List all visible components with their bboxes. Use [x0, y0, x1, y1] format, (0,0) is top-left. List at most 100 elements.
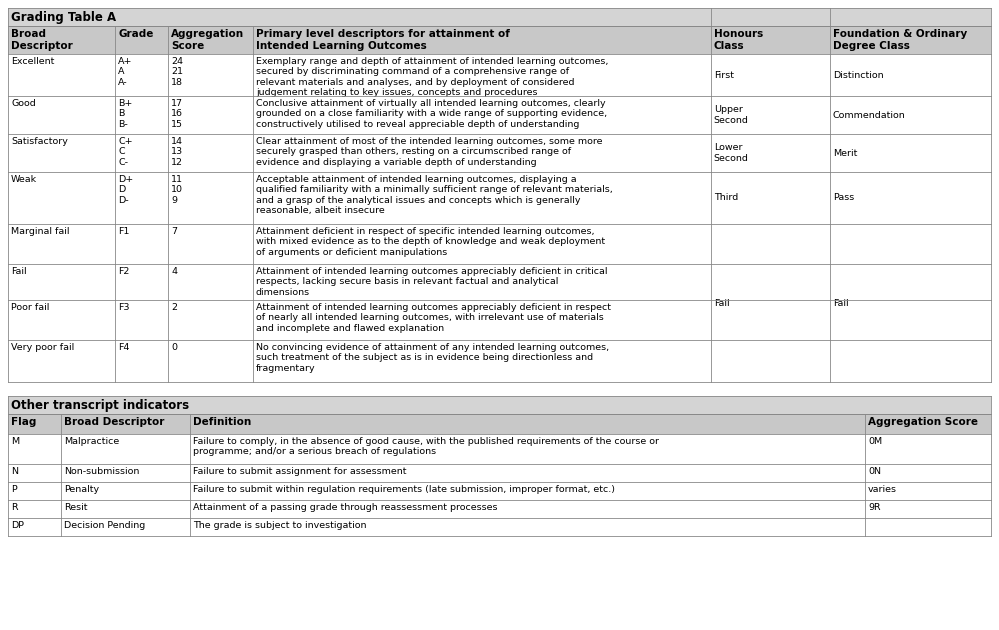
Text: 11
10
9: 11 10 9 — [171, 175, 183, 205]
Text: Primary level descriptors for attainment of
Intended Learning Outcomes: Primary level descriptors for attainment… — [256, 29, 509, 50]
Bar — [830, 340, 991, 382]
Bar — [8, 434, 61, 464]
Text: Commendation: Commendation — [833, 110, 905, 120]
Text: Attainment deficient in respect of specific intended learning outcomes,
with mix: Attainment deficient in respect of speci… — [256, 227, 604, 257]
Text: Fail: Fail — [833, 299, 848, 307]
Bar — [8, 518, 61, 536]
Bar — [830, 26, 991, 54]
Bar — [190, 414, 865, 434]
Text: DP: DP — [11, 521, 24, 530]
Bar — [711, 300, 830, 340]
Bar — [253, 300, 711, 340]
Text: 4: 4 — [171, 267, 177, 276]
Bar — [115, 172, 168, 224]
Bar — [830, 172, 991, 224]
Text: Fail: Fail — [714, 299, 729, 307]
Bar — [253, 340, 711, 382]
Bar — [190, 500, 865, 518]
Text: Foundation & Ordinary
Degree Class: Foundation & Ordinary Degree Class — [833, 29, 967, 50]
Bar — [61, 482, 190, 500]
Bar — [830, 134, 991, 172]
Text: Poor fail: Poor fail — [11, 303, 49, 312]
Text: Decision Pending: Decision Pending — [64, 521, 145, 530]
Bar — [115, 54, 168, 96]
Bar — [865, 518, 991, 536]
Text: Other transcript indicators: Other transcript indicators — [11, 399, 189, 412]
Text: F3: F3 — [118, 303, 130, 312]
Text: Pass: Pass — [833, 193, 854, 202]
Text: M: M — [11, 437, 19, 446]
Bar — [61, 434, 190, 464]
Text: Marginal fail: Marginal fail — [11, 227, 70, 236]
Text: Grade: Grade — [118, 29, 154, 39]
Text: Merit: Merit — [833, 149, 857, 158]
Bar — [8, 8, 991, 26]
Text: C+
C
C-: C+ C C- — [118, 137, 133, 167]
Text: Grading Table A: Grading Table A — [11, 11, 116, 24]
Bar — [168, 134, 253, 172]
Bar — [115, 26, 168, 54]
Bar — [168, 224, 253, 264]
Bar — [168, 26, 253, 54]
Text: Attainment of a passing grade through reassessment processes: Attainment of a passing grade through re… — [193, 503, 498, 512]
Bar — [8, 134, 115, 172]
Text: Definition: Definition — [193, 417, 251, 427]
Bar — [115, 340, 168, 382]
Bar — [253, 26, 711, 54]
Bar — [711, 96, 830, 134]
Bar — [8, 396, 991, 414]
Bar — [190, 464, 865, 482]
Bar — [711, 224, 830, 264]
Text: Failure to submit assignment for assessment: Failure to submit assignment for assessm… — [193, 467, 407, 476]
Bar — [115, 134, 168, 172]
Text: Aggregation
Score: Aggregation Score — [171, 29, 245, 50]
Text: Penalty: Penalty — [64, 485, 99, 494]
Bar — [253, 54, 711, 96]
Bar — [61, 518, 190, 536]
Text: 24
21
18: 24 21 18 — [171, 57, 183, 87]
Text: D+
D
D-: D+ D D- — [118, 175, 134, 205]
Bar — [711, 26, 830, 54]
Bar — [711, 134, 830, 172]
Bar — [168, 340, 253, 382]
Text: 2: 2 — [171, 303, 177, 312]
Text: Failure to submit within regulation requirements (late submission, improper form: Failure to submit within regulation requ… — [193, 485, 614, 494]
Text: 0M: 0M — [868, 437, 882, 446]
Bar — [253, 134, 711, 172]
Bar — [8, 96, 115, 134]
Bar — [253, 264, 711, 300]
Text: R: R — [11, 503, 18, 512]
Text: varies: varies — [868, 485, 897, 494]
Text: 0: 0 — [171, 343, 177, 352]
Bar — [8, 340, 115, 382]
Bar — [61, 464, 190, 482]
Text: Exemplary range and depth of attainment of intended learning outcomes,
secured b: Exemplary range and depth of attainment … — [256, 57, 608, 97]
Text: Good: Good — [11, 99, 36, 108]
Text: 7: 7 — [171, 227, 177, 236]
Bar — [168, 172, 253, 224]
Text: F2: F2 — [118, 267, 130, 276]
Bar — [8, 300, 115, 340]
Bar — [711, 264, 830, 300]
Bar — [8, 500, 61, 518]
Bar — [168, 96, 253, 134]
Text: Third: Third — [714, 193, 738, 202]
Bar — [830, 300, 991, 340]
Bar — [168, 300, 253, 340]
Text: Failure to comply, in the absence of good cause, with the published requirements: Failure to comply, in the absence of goo… — [193, 437, 659, 456]
Bar — [8, 414, 61, 434]
Text: Clear attainment of most of the intended learning outcomes, some more
securely g: Clear attainment of most of the intended… — [256, 137, 602, 167]
Bar — [61, 414, 190, 434]
Bar — [253, 172, 711, 224]
Bar — [865, 434, 991, 464]
Text: A+
A
A-: A+ A A- — [118, 57, 133, 87]
Text: 14
13
12: 14 13 12 — [171, 137, 184, 167]
Bar — [8, 54, 115, 96]
Text: B+
B
B-: B+ B B- — [118, 99, 133, 129]
Text: Flag: Flag — [11, 417, 36, 427]
Text: Aggregation Score: Aggregation Score — [868, 417, 978, 427]
Text: Broad Descriptor: Broad Descriptor — [64, 417, 165, 427]
Bar — [711, 172, 830, 224]
Text: F1: F1 — [118, 227, 130, 236]
Bar — [8, 26, 115, 54]
